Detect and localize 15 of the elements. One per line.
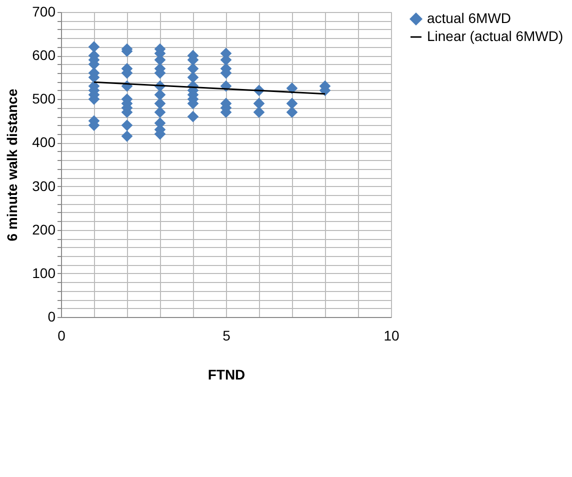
y-axis-title: 6 minute walk distance <box>4 88 20 242</box>
y-tick-label: 200 <box>32 221 56 238</box>
x-tick-label: 5 <box>222 328 231 344</box>
y-tick-label: 700 <box>32 4 56 20</box>
legend-label: Linear (actual 6MWD) <box>427 28 564 44</box>
x-tick-label: 0 <box>58 328 66 344</box>
x-axis-title: FTND <box>208 366 246 382</box>
y-tick-label: 400 <box>32 134 56 150</box>
y-tick-label: 500 <box>32 90 56 107</box>
y-tick-label: 100 <box>32 264 56 281</box>
y-tick-label: 300 <box>32 178 56 194</box>
legend-label: actual 6MWD <box>427 10 512 26</box>
x-tick-label: 10 <box>384 328 400 344</box>
y-tick-label: 0 <box>48 308 56 324</box>
y-tick-label: 600 <box>32 47 56 64</box>
